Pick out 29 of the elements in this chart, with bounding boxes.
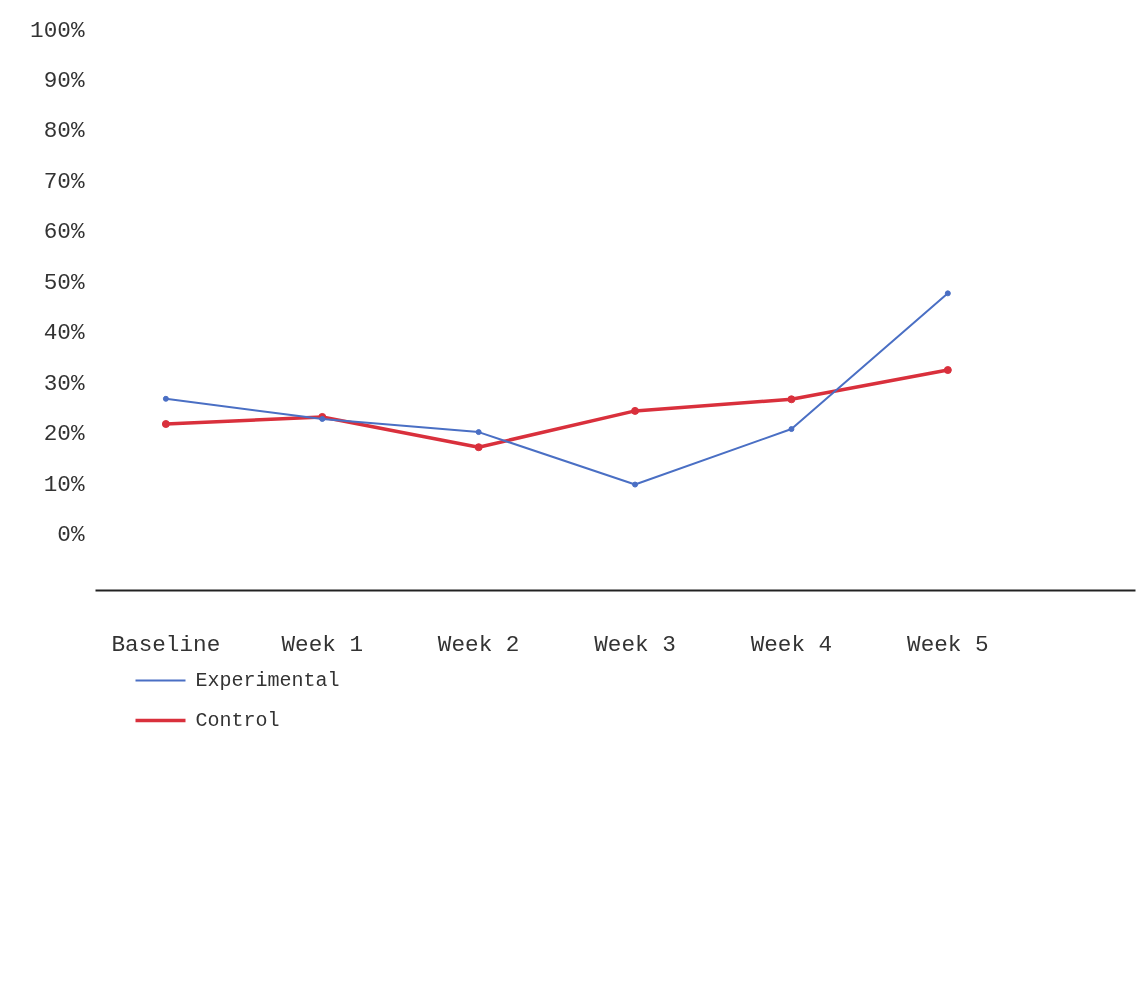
y-tick-label: 40% (43, 320, 85, 347)
point (944, 290, 951, 297)
point (788, 426, 795, 433)
point (943, 366, 952, 375)
point (161, 420, 170, 429)
point (162, 395, 169, 402)
x-tick-label: Week 4 (750, 631, 833, 658)
x-tick-label: Week 3 (594, 631, 676, 658)
y-tick-label: 60% (43, 219, 85, 246)
x-tick-label: Week 5 (907, 631, 989, 658)
y-tick-label: 50% (43, 269, 85, 296)
y-tick-label: 0% (57, 522, 85, 548)
y-tick-label: 10% (43, 471, 85, 498)
point (631, 406, 640, 415)
x-tick-label: Week 1 (281, 631, 364, 658)
point (787, 395, 796, 404)
legend-label: Experimental (195, 669, 340, 692)
point (474, 443, 483, 452)
y-tick-label: 80% (43, 118, 85, 145)
y-tick-label: 30% (43, 370, 85, 397)
legend-label: Control (195, 709, 280, 732)
x-tick-label: Baseline (111, 631, 221, 658)
y-tick-label: 100% (30, 17, 85, 44)
y-tick-label: 90% (43, 67, 85, 94)
point (632, 481, 639, 488)
y-tick-label: 70% (43, 168, 85, 195)
x-tick-label: Week 2 (437, 631, 520, 658)
point (475, 429, 482, 436)
y-tick-label: 20% (43, 421, 85, 448)
